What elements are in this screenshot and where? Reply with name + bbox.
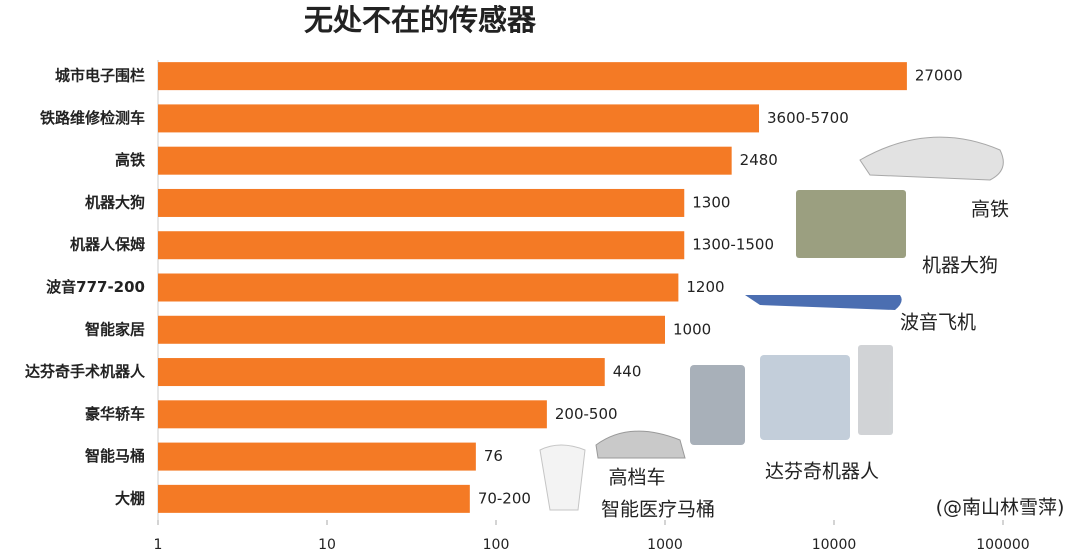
value-label: 76	[484, 447, 503, 465]
value-label: 70-200	[478, 489, 531, 507]
category-label: 波音777-200	[46, 278, 145, 296]
bar	[158, 358, 605, 387]
bar	[158, 146, 732, 175]
annotation: 波音飞机	[900, 312, 976, 334]
category-label: 铁路维修检测车	[40, 109, 145, 127]
x-tick-label: 10000	[812, 537, 857, 553]
illustrations	[539, 136, 1004, 511]
bar	[158, 273, 679, 302]
x-tick-label: 1000	[647, 537, 683, 553]
value-label: 1300	[692, 193, 730, 211]
category-label: 高铁	[115, 151, 145, 169]
bar	[158, 400, 547, 429]
category-label: 城市电子围栏	[55, 67, 145, 85]
annotation: 机器大狗	[922, 255, 998, 277]
x-tick-label: 100	[483, 537, 510, 553]
x-tick-label: 1	[154, 537, 163, 553]
annotation: 高档车	[608, 467, 665, 489]
bar	[158, 484, 470, 513]
category-label: 达芬奇手术机器人	[25, 363, 146, 381]
bar	[158, 231, 685, 260]
value-label: 1300-1500	[692, 236, 774, 254]
annotation: 达芬奇机器人	[765, 461, 879, 483]
chart-title: 无处不在的传感器	[304, 3, 537, 37]
category-label: 豪华轿车	[85, 405, 145, 423]
category-label: 机器人保姆	[70, 236, 145, 254]
value-label: 1200	[686, 278, 724, 296]
bar	[158, 315, 665, 344]
x-tick-label: 100000	[976, 537, 1029, 553]
category-label: 智能马桶	[85, 447, 145, 465]
value-label: 3600-5700	[767, 109, 849, 127]
value-label: 27000	[915, 67, 963, 85]
value-label: 1000	[673, 320, 711, 338]
annotation: 智能医疗马桶	[601, 499, 715, 521]
bar	[158, 104, 760, 133]
category-label: 智能家居	[85, 320, 145, 338]
bar	[158, 62, 907, 91]
value-label: 200-500	[555, 405, 618, 423]
x-tick-label: 10	[318, 537, 336, 553]
value-label: 2480	[740, 151, 778, 169]
value-label: 440	[613, 363, 642, 381]
category-label: 机器大狗	[85, 193, 145, 211]
category-label: 大棚	[115, 489, 145, 507]
annotation: 高铁	[971, 199, 1009, 221]
bar	[158, 188, 685, 217]
annotation: (@南山林雪萍)	[936, 497, 1065, 519]
bar	[158, 442, 476, 471]
